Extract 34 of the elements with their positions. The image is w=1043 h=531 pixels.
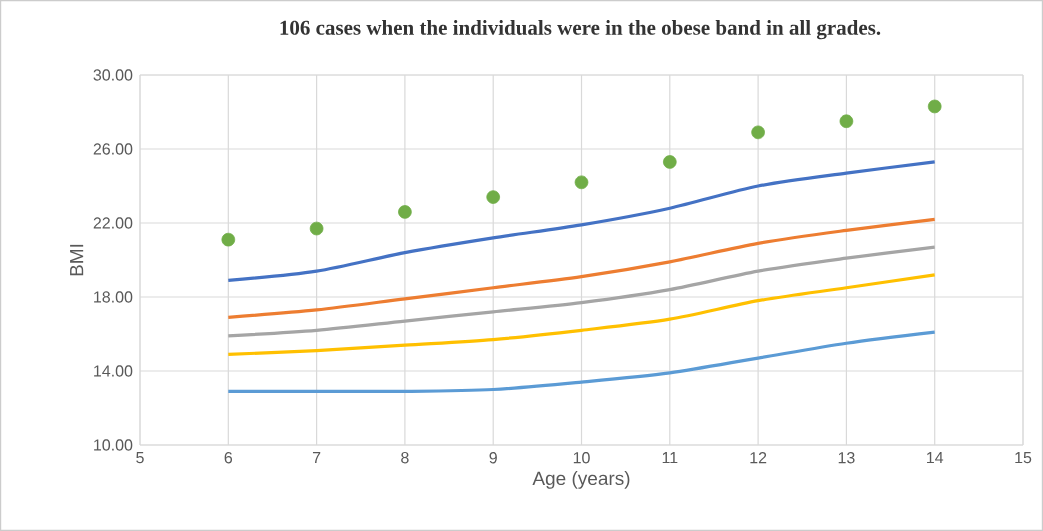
point <box>486 190 501 204</box>
y-axis-title: BMI <box>70 244 84 276</box>
x-tick-label: 15 <box>1015 452 1032 464</box>
y-tick-label: 18.00 <box>94 291 133 303</box>
point <box>221 232 236 247</box>
x-tick-label: 14 <box>927 452 944 464</box>
x-tick-label: 13 <box>838 452 855 464</box>
x-tick-label: 5 <box>136 452 144 464</box>
line-series <box>226 273 937 356</box>
x-tick-label: 8 <box>401 452 409 464</box>
line-series <box>226 330 937 394</box>
y-tick-label: 26.00 <box>93 143 133 155</box>
point <box>751 125 765 140</box>
x-tick-label: 9 <box>489 452 497 464</box>
x-axis-title: Age (years) <box>532 471 630 489</box>
line-series <box>226 245 937 338</box>
point <box>927 99 942 114</box>
line-series <box>226 217 937 319</box>
point <box>309 221 324 236</box>
y-tick-label: 30.00 <box>93 69 133 81</box>
x-tick-label: 6 <box>224 452 233 464</box>
point <box>574 175 589 190</box>
y-tick-label: 22.00 <box>93 217 133 229</box>
chart-title: 106 cases when the individuals were in the obese band in all grades. <box>280 20 881 40</box>
point <box>663 155 677 169</box>
point <box>839 114 854 129</box>
point <box>398 205 412 219</box>
x-tick-label: 10 <box>573 452 590 464</box>
x-tick-label: 12 <box>750 452 767 464</box>
x-tick-label: 11 <box>662 452 678 464</box>
x-tick-label: 7 <box>312 452 321 464</box>
y-tick-label: 10.00 <box>94 439 133 451</box>
y-tick-label: 14.00 <box>94 365 133 377</box>
line-series <box>226 160 937 282</box>
